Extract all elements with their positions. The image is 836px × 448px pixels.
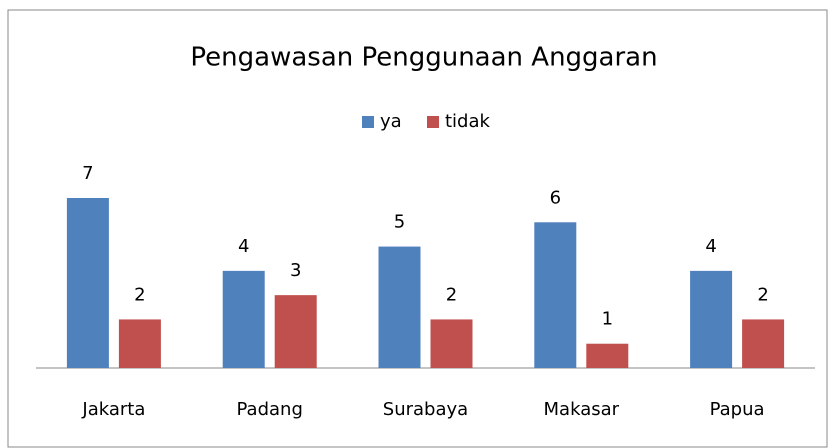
bar [586,343,629,368]
chart-title: Pengawasan Penggunaan Anggaran [190,43,657,73]
chart-frame [7,9,828,448]
data-label: 5 [394,212,405,233]
x-tick-label: Padang [237,399,303,420]
bar [118,319,161,368]
x-tick-label: Makasar [544,399,620,420]
x-tick-label: Jakarta [81,399,145,420]
bar [222,270,265,368]
legend-label: tidak [445,111,491,132]
data-label: 3 [290,260,301,281]
data-label: 2 [757,284,768,305]
data-label: 2 [446,284,457,305]
data-label: 7 [82,163,93,184]
legend-swatch [427,116,439,128]
data-label: 2 [134,284,145,305]
x-tick-label: Surabaya [383,399,468,420]
bar [378,246,421,368]
legend-swatch [362,116,374,128]
bar [430,319,473,368]
legend-label: ya [380,111,402,132]
bar [534,222,577,368]
data-label: 6 [550,187,561,208]
data-label: 4 [705,236,716,257]
bar [742,319,785,368]
bar [274,295,317,368]
x-tick-label: Papua [710,399,765,420]
data-label: 4 [238,236,249,257]
data-label: 1 [602,309,613,330]
bar [66,198,109,368]
bar [690,270,733,368]
